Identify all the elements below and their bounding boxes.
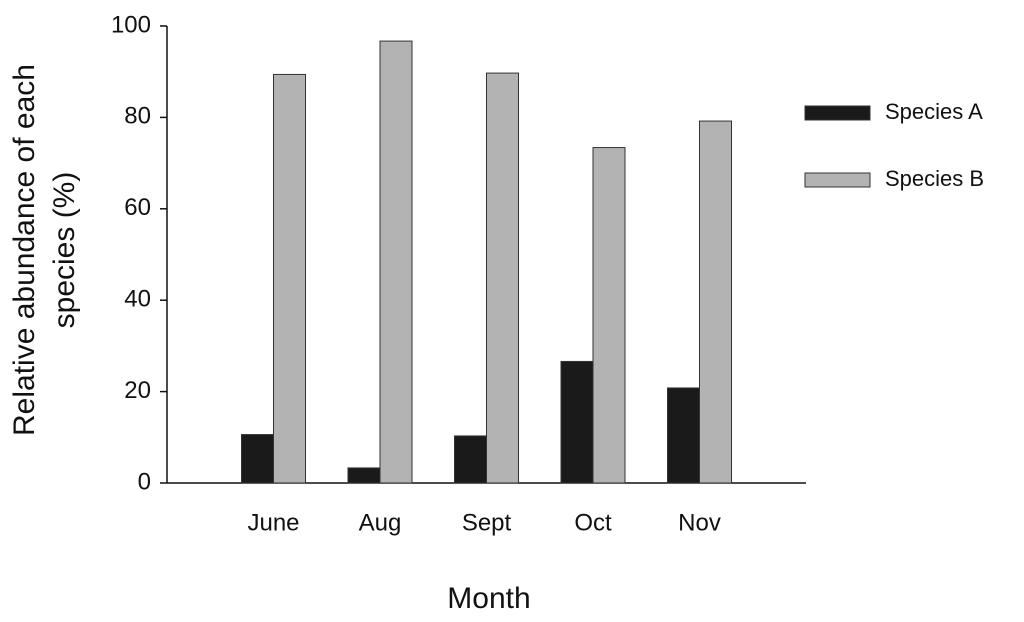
x-tick-label: Oct	[574, 509, 612, 536]
bar	[699, 120, 732, 484]
bar	[241, 434, 274, 484]
y-tick-label: 80	[124, 103, 151, 130]
bar	[667, 387, 700, 484]
bar	[273, 73, 306, 484]
x-tick-label: June	[247, 509, 299, 536]
bar	[486, 72, 519, 484]
y-axis-title: Relative abundance of each species (%)	[8, 64, 81, 436]
y-tick-label: 100	[111, 11, 151, 38]
legend-swatch	[804, 172, 871, 188]
x-tick-label: Aug	[359, 509, 402, 536]
bar	[560, 360, 594, 484]
y-tick-label: 0	[138, 468, 151, 495]
y-tick-label: 60	[124, 194, 151, 221]
x-tick-label: Nov	[678, 509, 721, 536]
y-tick-label: 20	[124, 377, 151, 404]
bar	[454, 435, 487, 484]
bar	[379, 40, 413, 484]
x-tick-label: Sept	[462, 509, 512, 536]
legend-label: Species A	[885, 99, 983, 124]
x-axis-title: Month	[447, 582, 530, 615]
bar	[592, 147, 626, 484]
bar	[347, 467, 381, 484]
y-tick-label: 40	[124, 286, 151, 313]
legend-swatch	[804, 105, 871, 121]
legend-label: Species B	[885, 166, 984, 191]
